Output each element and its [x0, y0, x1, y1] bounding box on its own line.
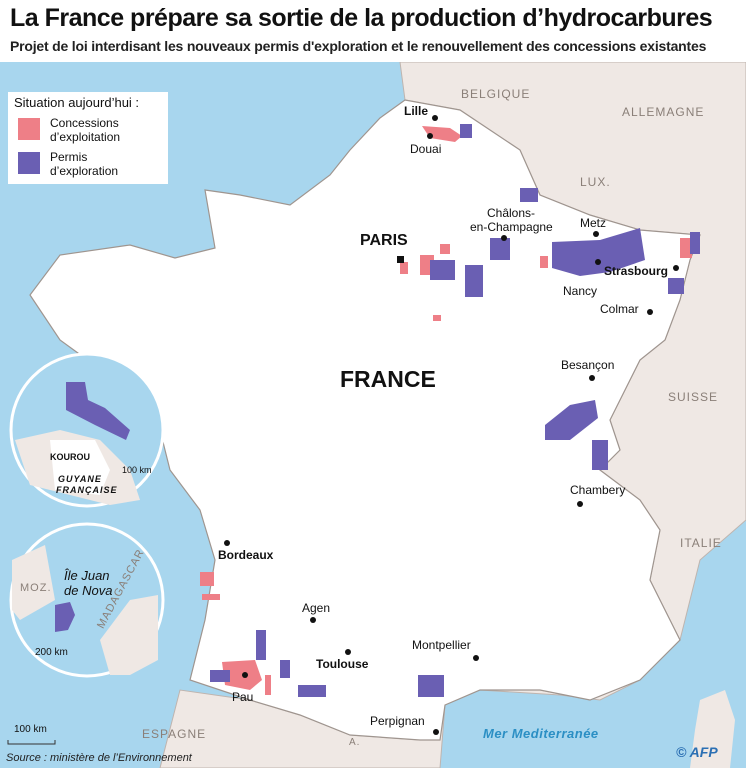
inset-juan-scale: 200 km	[35, 647, 68, 658]
legend-label-permis: Permis d’exploration	[50, 150, 119, 178]
legend-title: Situation aujourd’hui :	[14, 95, 140, 110]
city-paris: PARIS	[360, 232, 408, 249]
page-title: La France prépare sa sortie de la produc…	[10, 4, 713, 32]
concession-lorraine	[540, 256, 548, 268]
legend-swatch-concessions	[18, 118, 40, 140]
permis-lorraine	[552, 228, 645, 276]
inset-guyane-name-2: FRANÇAISE	[56, 485, 118, 495]
afp-logo: © AFP	[676, 744, 718, 760]
city-toulouse: Toulouse	[316, 657, 369, 671]
concession-aquitaine	[202, 594, 220, 600]
city-nancy: Nancy	[563, 284, 598, 298]
country-label-lux: LUX.	[580, 175, 611, 189]
city-strasbourg: Strasbourg	[604, 264, 669, 278]
city-douai: Douai	[410, 142, 442, 156]
city-chambery: Chambery	[570, 483, 626, 497]
permis-alsace	[690, 232, 700, 254]
city-chalons-2: en-Champagne	[470, 220, 553, 234]
permis-paris	[430, 260, 455, 280]
inset-guyane-name-1: GUYANE	[58, 474, 102, 484]
map-canvas	[0, 62, 746, 768]
permis-nord	[460, 124, 472, 138]
city-markers	[224, 115, 679, 735]
scale-label: 100 km	[14, 724, 47, 735]
permis-jura	[592, 440, 608, 470]
country-label-espagne: ESPAGNE	[142, 727, 207, 741]
country-label-italie: ITALIE	[680, 536, 722, 550]
permis-champagne	[520, 188, 538, 202]
permis-landes	[256, 630, 266, 660]
permis-gard	[418, 675, 444, 697]
city-besancon: Besançon	[561, 358, 615, 372]
inset-city-kourou: KOUROU	[50, 452, 90, 462]
country-label-andorre: A.	[349, 737, 361, 748]
city-chalons-1: Châlons-	[487, 206, 536, 220]
city-agen: Agen	[302, 601, 331, 615]
concession-aquitaine	[200, 572, 214, 586]
inset-juan-de-nova	[9, 522, 165, 678]
country-label-france: FRANCE	[340, 366, 436, 392]
scale-bar	[7, 740, 56, 745]
inset-guyane	[9, 352, 165, 508]
permis-champagne	[465, 265, 483, 297]
country-label-suisse: SUISSE	[668, 390, 719, 404]
permis-jura	[545, 400, 598, 440]
concession-paris-basin	[433, 315, 441, 321]
concession-paris-basin	[400, 262, 408, 274]
concession-pau	[265, 675, 271, 695]
corsica	[690, 690, 735, 768]
inset-label-moz: MOZ.	[20, 582, 52, 594]
inset-guyane-scale: 100 km	[122, 465, 152, 475]
legend: Situation aujourd’hui : Concessions d’exp…	[8, 92, 168, 184]
country-label-allemagne: ALLEMAGNE	[622, 105, 705, 119]
permis-pau	[210, 670, 230, 682]
permis-layer	[210, 124, 700, 697]
sea-label: Mer Mediterranée	[483, 726, 599, 741]
country-label-belgique: BELGIQUE	[461, 87, 531, 101]
city-perpignan: Perpignan	[370, 714, 425, 728]
city-pau: Pau	[232, 690, 254, 704]
city-lille: Lille	[404, 104, 429, 118]
concession-alsace	[680, 238, 692, 258]
concession-paris-basin	[440, 244, 450, 254]
permis-comminges	[298, 685, 326, 697]
city-montpellier: Montpellier	[412, 638, 471, 652]
city-bordeaux: Bordeaux	[218, 548, 274, 562]
page-subtitle: Projet de loi interdisant les nouveaux p…	[10, 38, 707, 54]
inset-juan-name-1: Île Juan	[64, 568, 110, 583]
inset-juan-name-2: de Nova	[64, 583, 113, 598]
permis-champagne	[490, 238, 510, 260]
legend-label-concessions: Concessions d’exploitation	[50, 116, 121, 144]
city-colmar: Colmar	[600, 302, 639, 316]
source-note: Source : ministère de l’Environnement	[6, 752, 192, 764]
permis-alsace	[668, 278, 684, 294]
legend-swatch-permis	[18, 152, 40, 174]
permis-pau	[280, 660, 290, 678]
city-metz: Metz	[580, 216, 607, 230]
